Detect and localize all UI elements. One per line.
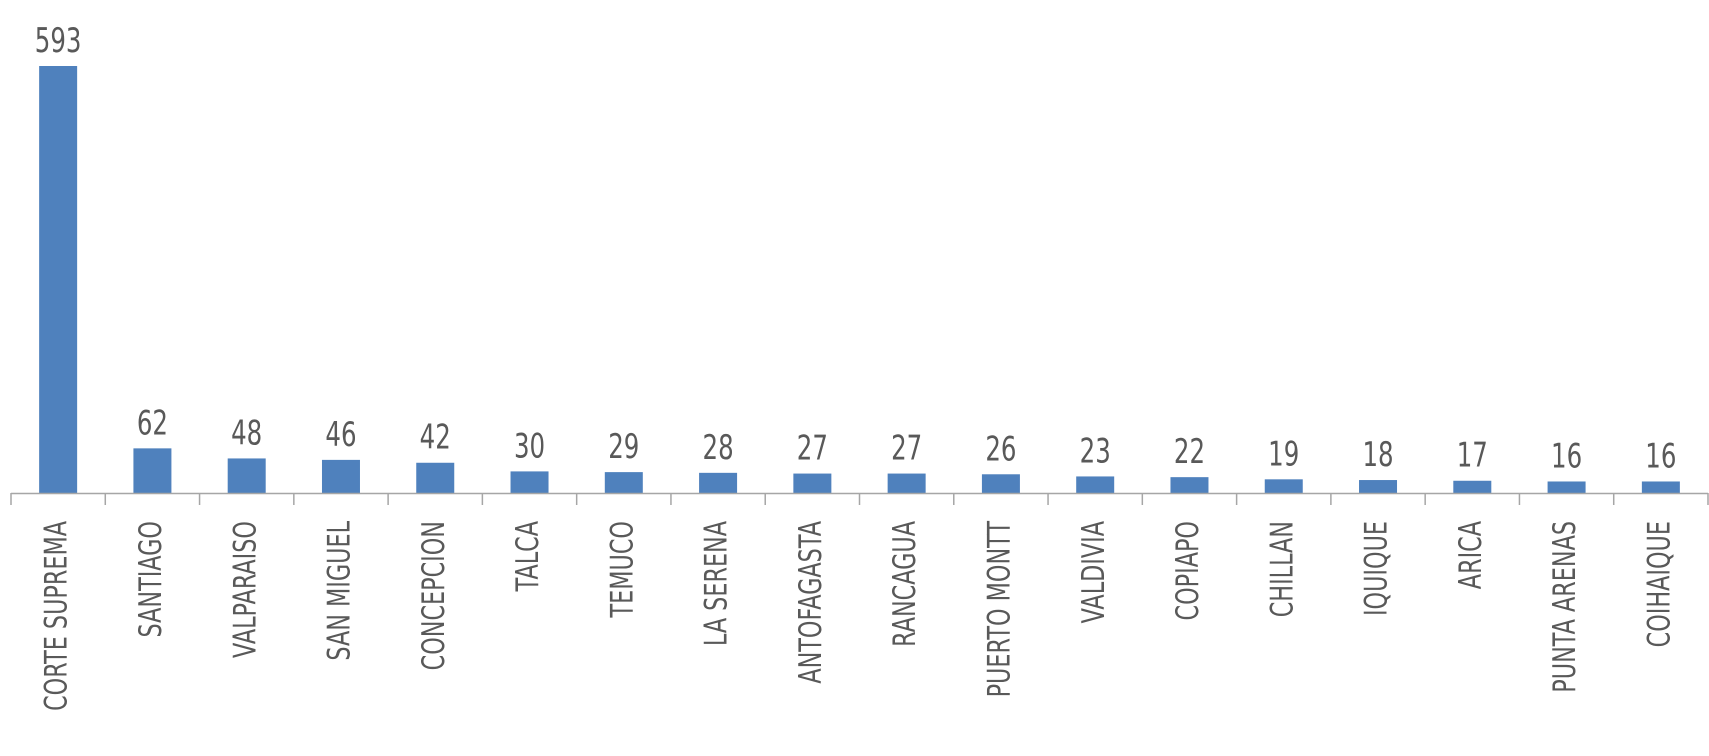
bar [699, 472, 738, 493]
data-label: 22 [1174, 432, 1205, 471]
data-label: 19 [1268, 434, 1299, 473]
bar [39, 66, 78, 493]
data-label: 17 [1457, 436, 1488, 475]
data-label: 16 [1551, 436, 1582, 475]
category-label: TALCA [511, 521, 547, 593]
bar [510, 471, 549, 493]
category-label: SAN MIGUEL [322, 521, 358, 661]
category-label: SANTIAGO [133, 521, 169, 637]
category-label: CHILLAN [1265, 521, 1301, 617]
category-label: ARICA [1453, 521, 1489, 590]
bar [1359, 480, 1398, 493]
data-label: 48 [231, 413, 262, 452]
category-label: COPIAPO [1171, 521, 1207, 620]
data-label: 46 [325, 415, 356, 454]
bar [981, 474, 1020, 493]
data-label: 30 [514, 426, 545, 465]
data-label: 29 [608, 427, 639, 466]
category-label: VALPARAISO [228, 521, 264, 658]
category-label: RANCAGUA [888, 521, 924, 647]
bar [1453, 480, 1492, 493]
data-label: 27 [797, 429, 828, 468]
bar [321, 459, 360, 493]
bar [604, 472, 643, 493]
data-label: 27 [891, 429, 922, 468]
category-label: PUERTO MONTT [982, 521, 1018, 698]
category-label: IQUIQUE [1359, 521, 1395, 616]
data-label: 593 [35, 21, 82, 60]
category-label: VALDIVIA [1076, 521, 1112, 624]
category-label: ANTOFAGASTA [793, 521, 829, 684]
data-label: 42 [420, 418, 451, 457]
bar [1170, 477, 1209, 493]
category-label: COIHAIQUE [1642, 521, 1678, 647]
bars-group [39, 66, 1680, 493]
category-label: CONCEPCION [416, 521, 452, 670]
bar [793, 473, 832, 493]
data-label: 28 [703, 428, 734, 467]
data-label: 23 [1080, 431, 1111, 470]
category-labels-group: CORTE SUPREMA SANTIAGO VALPARAISO SAN MIGUE… [39, 521, 1677, 711]
bar [1547, 481, 1586, 493]
bar [887, 473, 926, 493]
category-label: LA SERENA [699, 521, 735, 647]
data-label: 62 [137, 403, 168, 442]
bar [1076, 476, 1115, 493]
category-label: TEMUCO [605, 521, 641, 618]
category-label: CORTE SUPREMA [39, 521, 75, 711]
bar [133, 448, 172, 493]
x-axis [10, 492, 1709, 505]
bar [1641, 481, 1680, 493]
value-labels-group: 593 62 48 46 42 30 29 28 27 27 26 23 22 19 18 17 16 16 [35, 21, 1677, 476]
data-label: 16 [1645, 436, 1676, 475]
data-label: 26 [985, 429, 1016, 468]
data-label: 18 [1362, 435, 1393, 474]
bar [227, 458, 266, 493]
bar [416, 462, 455, 493]
bar [1264, 479, 1303, 493]
category-label: PUNTA ARENAS [1548, 521, 1584, 693]
